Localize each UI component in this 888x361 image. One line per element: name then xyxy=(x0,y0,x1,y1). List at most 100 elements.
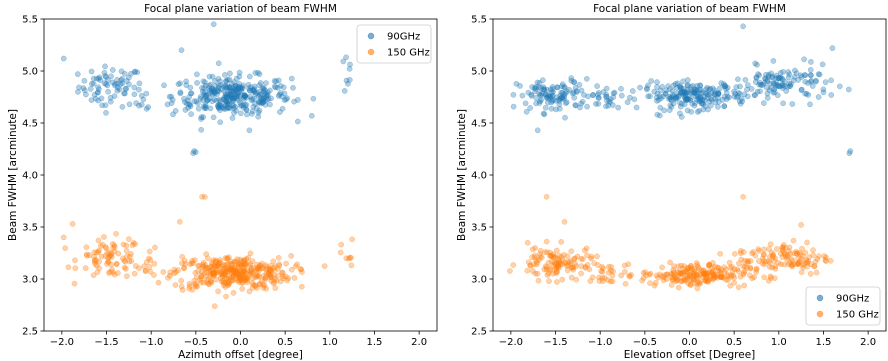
data-point xyxy=(225,84,232,90)
data-point xyxy=(782,253,789,259)
data-point xyxy=(753,269,759,276)
data-point xyxy=(211,89,218,95)
legend-box xyxy=(356,24,432,64)
data-point xyxy=(770,58,777,64)
data-point xyxy=(230,269,237,276)
data-point xyxy=(103,245,109,252)
data-point xyxy=(710,276,716,283)
data-point xyxy=(737,247,744,254)
data-point xyxy=(257,281,263,288)
data-point xyxy=(241,272,247,278)
data-point xyxy=(222,91,229,97)
data-point xyxy=(255,267,262,274)
data-point xyxy=(114,87,121,94)
data-point xyxy=(219,264,226,270)
data-point xyxy=(547,267,554,274)
data-point xyxy=(279,105,286,112)
data-point xyxy=(578,270,584,277)
data-point xyxy=(664,271,670,278)
data-point xyxy=(225,260,232,267)
data-point xyxy=(226,76,233,83)
data-point xyxy=(226,275,232,282)
data-point xyxy=(211,271,218,278)
data-point xyxy=(276,261,282,268)
data-point xyxy=(553,264,560,271)
data-point xyxy=(284,277,291,284)
data-point xyxy=(93,257,99,263)
data-point xyxy=(545,95,551,102)
data-point xyxy=(718,80,725,86)
data-point xyxy=(761,80,768,86)
data-point xyxy=(561,218,568,225)
data-point xyxy=(788,81,794,87)
data-point xyxy=(691,268,698,275)
data-point xyxy=(529,246,536,253)
data-point xyxy=(624,99,631,106)
data-point xyxy=(104,261,110,267)
data-point xyxy=(203,105,209,112)
data-point xyxy=(558,89,565,96)
data-point xyxy=(225,266,232,273)
data-point xyxy=(255,93,262,99)
data-point xyxy=(677,270,683,277)
data-point xyxy=(561,84,568,91)
data-point xyxy=(236,274,243,281)
data-point xyxy=(805,80,811,86)
data-point xyxy=(234,277,241,284)
data-point xyxy=(235,84,242,91)
data-point xyxy=(203,92,210,99)
legend-box xyxy=(805,286,881,326)
data-point xyxy=(590,92,597,98)
data-point xyxy=(808,77,815,84)
data-point xyxy=(549,258,555,265)
data-point xyxy=(542,91,549,98)
data-point xyxy=(231,269,238,276)
data-point xyxy=(248,267,255,273)
data-point xyxy=(228,270,235,277)
data-point xyxy=(254,90,260,96)
data-point xyxy=(538,254,545,261)
data-point xyxy=(91,253,98,260)
data-point xyxy=(146,248,153,255)
data-point xyxy=(798,256,805,262)
data-point xyxy=(123,242,130,249)
data-point xyxy=(250,87,256,94)
data-point xyxy=(299,269,305,275)
data-point xyxy=(343,77,350,84)
data-point xyxy=(277,90,284,96)
data-point xyxy=(236,80,242,87)
data-point xyxy=(254,273,260,280)
data-point xyxy=(797,251,804,258)
data-point xyxy=(599,269,606,275)
data-point xyxy=(566,86,572,93)
data-point xyxy=(822,79,829,85)
data-point xyxy=(221,271,228,278)
data-point xyxy=(673,94,680,100)
data-point xyxy=(283,260,289,267)
data-point xyxy=(691,89,698,96)
data-point xyxy=(236,273,243,280)
data-point xyxy=(237,273,244,280)
data-point xyxy=(654,84,660,90)
data-point xyxy=(256,91,263,98)
data-point xyxy=(535,84,542,91)
data-point xyxy=(558,254,565,260)
data-point xyxy=(181,257,188,264)
data-point xyxy=(268,274,275,281)
data-point xyxy=(787,82,794,89)
data-point xyxy=(767,241,774,248)
data-point xyxy=(183,82,190,88)
data-point xyxy=(107,269,113,275)
data-point xyxy=(230,290,237,296)
data-point xyxy=(109,79,116,86)
data-point xyxy=(800,253,806,260)
data-point xyxy=(593,101,599,107)
data-point xyxy=(90,272,97,279)
data-point xyxy=(682,96,689,103)
x-tick-label: 2.0 xyxy=(860,337,876,348)
data-point xyxy=(561,95,568,102)
data-point xyxy=(254,285,260,291)
data-point xyxy=(659,264,665,271)
data-point xyxy=(223,78,229,85)
data-point xyxy=(557,261,564,267)
